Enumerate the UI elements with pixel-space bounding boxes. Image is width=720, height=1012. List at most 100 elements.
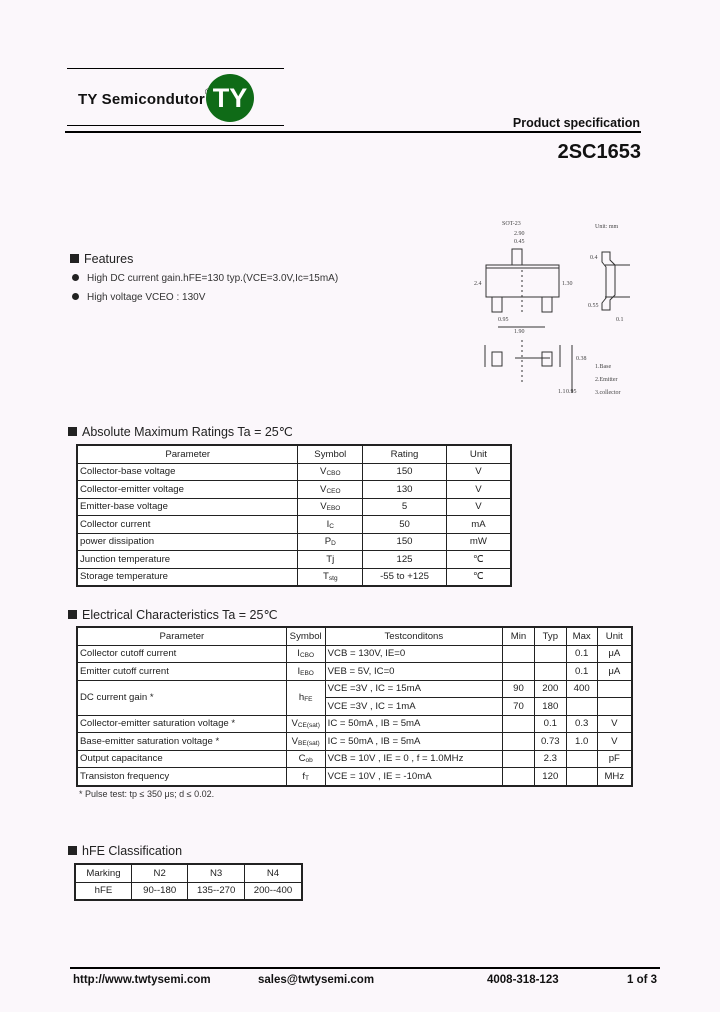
square-bullet-icon — [70, 254, 79, 263]
min-cell — [502, 732, 535, 751]
column-header: Parameter — [76, 444, 299, 464]
footer-rule — [70, 967, 660, 969]
typ-cell: 2.3 — [533, 749, 567, 768]
max-cell: 1.0 — [565, 732, 598, 751]
max-cell: 400 — [565, 679, 598, 698]
column-header: Rating — [362, 444, 447, 464]
square-bullet-icon — [68, 846, 77, 855]
dim-label: 0.45 — [514, 239, 525, 245]
table-cell: hFE — [74, 881, 132, 901]
unit-cell: ℃ — [445, 550, 512, 569]
symbol-subscript: D — [331, 540, 336, 548]
parameter-cell: Emitter-base voltage — [76, 497, 299, 516]
unit-cell: V — [445, 497, 512, 516]
brand-name: TY Semicondutor® — [78, 87, 212, 108]
unit-cell: μA — [596, 662, 633, 681]
symbol-main: V — [291, 718, 298, 730]
parameter-cell: Output capacitance — [76, 749, 287, 768]
dim-label: 0.55 — [588, 303, 599, 309]
parameter-cell: Collector-emitter saturation voltage * — [76, 714, 287, 733]
symbol-main: C — [298, 753, 306, 765]
symbol-cell: VCBO — [297, 462, 364, 481]
square-bullet-icon — [68, 427, 77, 436]
unit-cell: V — [596, 714, 633, 733]
footer-email[interactable]: sales@twtysemi.com — [258, 974, 375, 986]
min-cell — [502, 767, 535, 786]
symbol-cell: VCE(sat) — [285, 714, 326, 733]
table-header-row: Parameter Symbol Testconditons Min Typ M… — [76, 626, 633, 646]
symbol-subscript: FE — [304, 696, 313, 703]
column-header: Max — [565, 626, 598, 646]
max-cell: 0.3 — [565, 714, 598, 733]
max-cell: 0.1 — [565, 662, 598, 681]
rating-cell: 150 — [362, 532, 447, 551]
min-cell — [502, 714, 535, 733]
hfe-heading: hFE Classification — [68, 844, 182, 858]
dim-label: 0.1 — [616, 317, 624, 323]
parameter-cell: DC current gain * — [76, 679, 287, 716]
condition-cell: VCE = 10V , IE = -10mA — [324, 767, 504, 786]
parameter-cell: Base-emitter saturation voltage * — [76, 732, 287, 751]
header-rule-brand-bottom — [67, 125, 284, 126]
column-header: Testconditons — [324, 626, 504, 646]
typ-cell — [533, 644, 567, 663]
symbol-subscript: C — [329, 522, 334, 530]
symbol-cell: VCEO — [297, 480, 364, 499]
symbol-subscript: EBO — [300, 669, 314, 677]
condition-cell: VEB = 5V, IC=0 — [324, 662, 504, 681]
symbol-cell: hFE — [285, 679, 326, 716]
dim-label: 2.4 — [474, 281, 482, 287]
parameter-cell: Emitter cutoff current — [76, 662, 287, 681]
symbol-main: P — [324, 536, 332, 548]
unit-cell: V — [596, 732, 633, 751]
dim-label: 0.4 — [590, 255, 598, 261]
table-row: power dissipation PD 150 mW — [76, 532, 512, 551]
symbol-main: V — [320, 483, 327, 495]
symbol-subscript: CE(sat) — [297, 722, 320, 730]
feature-item: High voltage VCEO : 130V — [72, 292, 205, 303]
condition-cell: VCE =3V , IC = 15mA — [324, 679, 504, 698]
table-row: Base-emitter saturation voltage * VBE(sat… — [76, 732, 633, 751]
dim-label: 0.95 — [498, 317, 509, 323]
footer-url[interactable]: http://www.twtysemi.com — [73, 974, 211, 986]
column-header: Min — [502, 626, 535, 646]
unit-cell: mW — [445, 532, 512, 551]
column-header: Unit — [445, 444, 512, 464]
unit-cell — [596, 697, 633, 716]
parameter-cell: power dissipation — [76, 532, 299, 551]
symbol-cell: Tstg — [297, 567, 364, 587]
header-rule-top — [67, 68, 284, 69]
symbol-subscript: CEO — [326, 487, 341, 495]
symbol-cell: IEBO — [285, 662, 326, 681]
unit-cell — [596, 679, 633, 698]
pin-label: 1.Base — [595, 364, 612, 370]
table-row: hFE 90--180 135--270 200--400 — [74, 881, 303, 901]
elec-char-table: Parameter Symbol Testconditons Min Typ M… — [76, 626, 633, 787]
unit-cell: ℃ — [445, 567, 512, 587]
bullet-icon — [72, 274, 79, 281]
abs-max-heading: Absolute Maximum Ratings Ta = 25℃ — [68, 424, 293, 439]
table-cell: N4 — [243, 863, 303, 883]
table-row: VCE =3V , IC = 1mA 70 180 — [77, 697, 633, 716]
condition-cell: VCE =3V , IC = 1mA — [324, 697, 504, 716]
symbol-cell: IC — [297, 515, 364, 534]
column-header: Typ — [533, 626, 567, 646]
pulse-test-note: * Pulse test: tp ≤ 350 μs; d ≤ 0.02. — [79, 789, 215, 799]
symbol-cell: ICBO — [285, 644, 326, 663]
table-cell: 90--180 — [130, 881, 189, 901]
rating-cell: -55 to +125 — [362, 567, 447, 587]
rating-cell: 150 — [362, 462, 447, 481]
symbol-cell: fT — [285, 767, 326, 786]
symbol-cell: PD — [297, 532, 364, 551]
table-row: Emitter cutoff current IEBO VEB = 5V, IC=0… — [76, 662, 633, 681]
table-cell: N2 — [130, 863, 189, 883]
typ-cell: 0.73 — [533, 732, 567, 751]
unit-cell: V — [445, 480, 512, 499]
typ-cell: 120 — [533, 767, 567, 786]
symbol-main: h — [298, 692, 305, 703]
table-row: Storage temperature Tstg -55 to +125 ℃ — [76, 567, 512, 587]
table-row: Transiston frequency fT VCE = 10V , IE = -… — [76, 767, 633, 786]
table-row: Output capacitance Cob VCB = 10V , IE = 0 … — [76, 749, 633, 768]
pin-label: 3.collector — [595, 390, 621, 396]
table-row: Collector cutoff current ICBO VCB = 130V, … — [76, 644, 633, 663]
